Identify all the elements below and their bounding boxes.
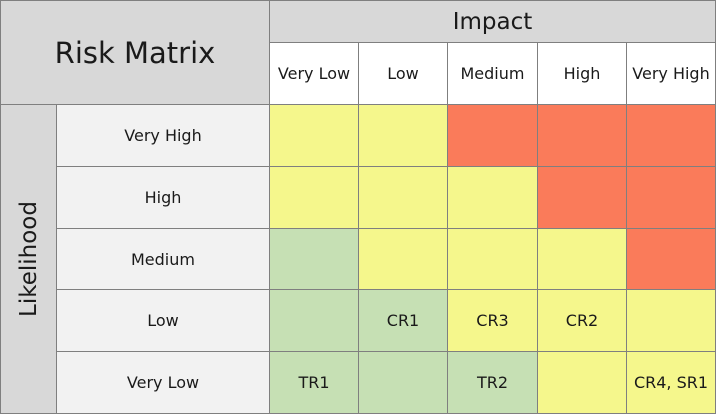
risk-cell: CR3 (448, 290, 538, 352)
risk-cell (270, 105, 359, 167)
risk-cell (538, 352, 627, 414)
impact-header: Impact (270, 0, 716, 43)
risk-cell (627, 105, 716, 167)
risk-cell (359, 167, 448, 229)
likelihood-level-label: Low (57, 290, 270, 352)
likelihood-level-label: High (57, 167, 270, 229)
risk-cell (627, 229, 716, 290)
likelihood-level-label: Very Low (57, 352, 270, 414)
risk-cell (538, 229, 627, 290)
impact-level-header: Medium (448, 43, 538, 105)
impact-level-header: Low (359, 43, 448, 105)
risk-cell (359, 105, 448, 167)
likelihood-label: Likelihood (15, 201, 42, 317)
risk-cell: CR4, SR1 (627, 352, 716, 414)
risk-cell: TR2 (448, 352, 538, 414)
impact-level-header: Very High (627, 43, 716, 105)
risk-cell (538, 105, 627, 167)
risk-cell (538, 167, 627, 229)
risk-cell (627, 290, 716, 352)
likelihood-level-label: Very High (57, 105, 270, 167)
matrix-title: Risk Matrix (0, 0, 270, 105)
likelihood-header: Likelihood (0, 105, 57, 414)
risk-cell (359, 352, 448, 414)
risk-cell (448, 105, 538, 167)
likelihood-level-label: Medium (57, 229, 270, 290)
risk-cell (270, 229, 359, 290)
risk-cell (270, 167, 359, 229)
risk-cell (448, 229, 538, 290)
impact-level-header: Very Low (270, 43, 359, 105)
risk-cell (448, 167, 538, 229)
risk-cell (270, 290, 359, 352)
risk-cell: CR1 (359, 290, 448, 352)
risk-cell (359, 229, 448, 290)
risk-cell: TR1 (270, 352, 359, 414)
risk-cell (627, 167, 716, 229)
risk-cell: CR2 (538, 290, 627, 352)
impact-level-header: High (538, 43, 627, 105)
